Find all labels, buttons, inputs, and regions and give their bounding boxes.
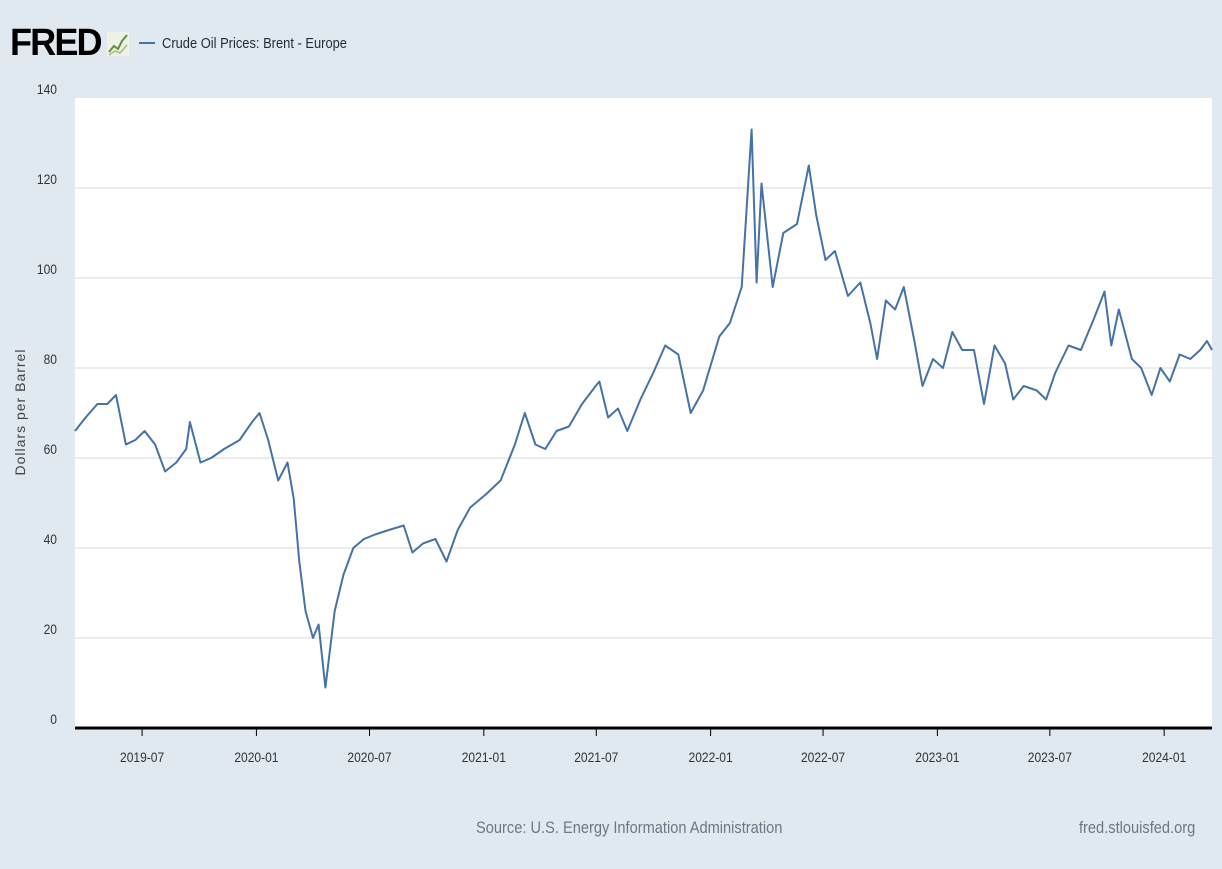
y-tick-label: 80 [44,351,57,367]
y-tick-label: 60 [44,441,57,457]
x-tick-label: 2023-01 [915,749,959,765]
x-tick-label: 2023-07 [1028,749,1072,765]
chart-header: FRED Crude Oil Prices: Brent - Europe [10,18,378,68]
line-graph-icon [107,32,130,56]
y-tick-label: 40 [44,531,57,547]
legend-label: Crude Oil Prices: Brent - Europe [162,34,348,52]
x-tick-labels: 2019-07 2020-01 2020-07 2021-01 2021-07 2022-… [120,728,1186,765]
x-tick-label: 2021-07 [574,749,618,765]
legend-swatch [139,42,156,44]
x-tick-label: 2022-07 [801,749,845,765]
x-tick-label: 2019-07 [120,749,164,765]
y-tick-label: 100 [37,261,57,277]
x-tick-label: 2024-01 [1142,749,1186,765]
x-tick-label: 2020-07 [347,749,391,765]
legend[interactable]: Crude Oil Prices: Brent - Europe [139,35,377,52]
fred-url[interactable]: fred.stlouisfed.org [1079,818,1196,837]
series-layer [74,128,1213,689]
y-axis-title: Dollars per Barrel [12,349,28,476]
x-tick-label: 2022-01 [689,749,733,765]
x-tick-label: 2020-01 [234,749,278,765]
y-tick-label: 0 [50,711,57,727]
plot-background [75,98,1212,728]
grid-lines [75,187,1212,639]
source-text: Source: U.S. Energy Information Administ… [476,818,783,837]
y-tick-label: 120 [37,171,57,187]
y-tick-label: 20 [44,621,57,637]
y-tick-labels: 0 20 40 60 80 100 120 140 [37,81,57,727]
y-tick-label: 140 [37,81,57,97]
x-tick-label: 2021-01 [462,749,506,765]
series-line[interactable] [74,128,1213,689]
fred-logo[interactable]: FRED [10,21,103,64]
